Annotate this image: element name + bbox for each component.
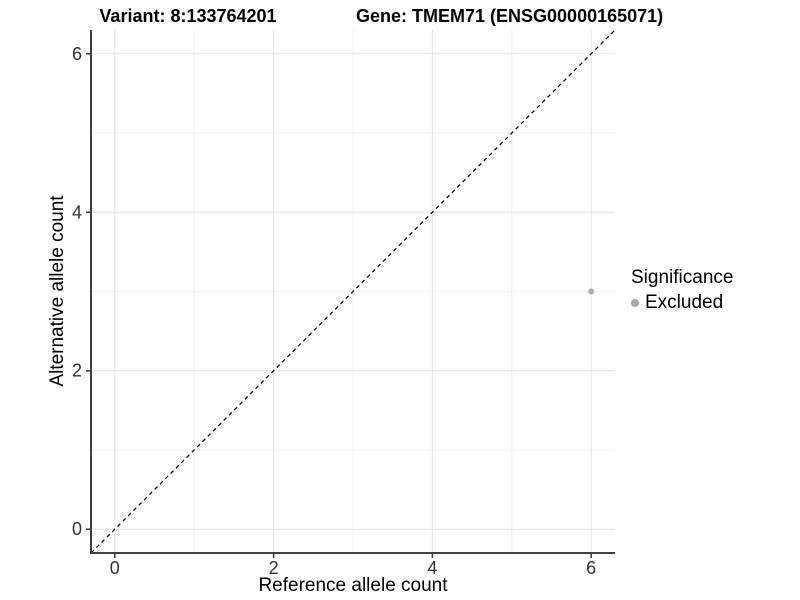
y-axis-title: Alternative allele count <box>47 195 68 387</box>
x-tick-label: 6 <box>586 558 596 578</box>
y-tick-label: 4 <box>72 202 82 222</box>
legend-dot-icon <box>631 298 639 307</box>
x-tick-label: 2 <box>269 558 279 578</box>
y-tick-label: 2 <box>72 361 82 381</box>
x-tick-label: 0 <box>110 558 120 578</box>
x-tick-label: 4 <box>427 558 437 578</box>
x-axis-title: Reference allele count <box>258 575 448 596</box>
y-tick-label: 0 <box>72 519 82 539</box>
legend-title: Significance <box>631 267 734 288</box>
legend-entry: Excluded <box>631 292 733 313</box>
gene-title: Gene: TMEM71 (ENSG00000165071) <box>356 6 664 26</box>
identity-line <box>90 29 616 554</box>
legend-entry-label: Excluded <box>645 292 724 313</box>
legend: Significance Excluded <box>631 267 733 313</box>
y-tick-label: 6 <box>72 44 82 64</box>
data-point <box>588 288 595 295</box>
variant-title: Variant: 8:133764201 <box>99 6 277 26</box>
